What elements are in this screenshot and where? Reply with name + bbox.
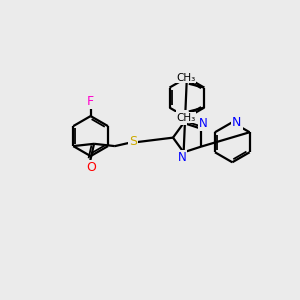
- Text: S: S: [129, 135, 137, 148]
- Text: O: O: [86, 161, 96, 174]
- Text: F: F: [86, 95, 93, 108]
- Text: N: N: [199, 117, 208, 130]
- Text: N: N: [177, 111, 186, 124]
- Text: N: N: [232, 116, 242, 129]
- Text: CH₃: CH₃: [176, 112, 195, 123]
- Text: N: N: [178, 151, 187, 164]
- Text: CH₃: CH₃: [176, 73, 195, 82]
